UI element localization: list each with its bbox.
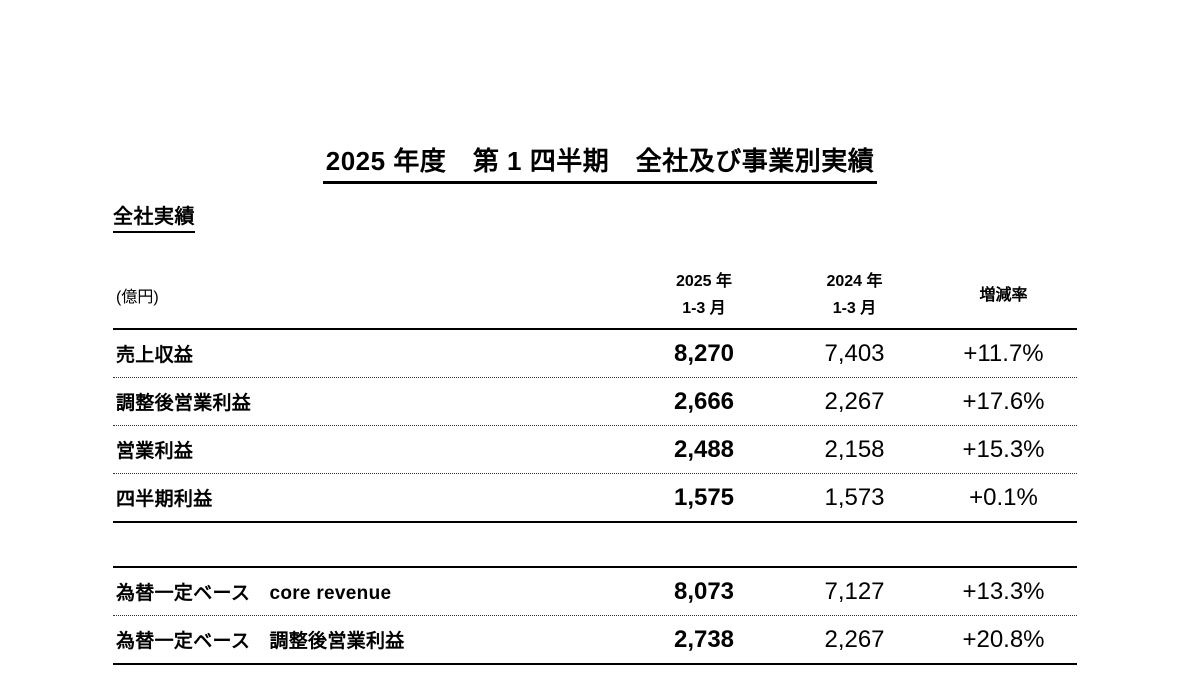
unit-label: (億円) xyxy=(116,289,159,306)
table-row: 為替一定ベース core revenue 8,073 7,127 +13.3% xyxy=(113,568,1077,616)
value-2024: 1,573 xyxy=(824,483,885,511)
column-header-line: 2025 年 xyxy=(675,273,733,290)
column-header-2024: 2024 年 1-3 月 xyxy=(779,268,930,322)
value-2024: 2,267 xyxy=(824,625,885,653)
value-2025: 8,073 xyxy=(673,577,735,605)
table-row: 為替一定ベース 調整後営業利益 2,738 2,267 +20.8% xyxy=(113,616,1077,665)
value-2024: 2,267 xyxy=(824,387,885,415)
change-rate: +11.7% xyxy=(963,339,1044,367)
page-title: 2025 年度 第 1 四半期 全社及び事業別実績 xyxy=(322,141,878,184)
column-header-line: 増減率 xyxy=(979,286,1028,304)
constant-currency-section: 為替一定ベース core revenue 8,073 7,127 +13.3% … xyxy=(113,566,1077,665)
title-container: 2025 年度 第 1 四半期 全社及び事業別実績 xyxy=(0,141,1200,184)
change-rate: +17.6% xyxy=(962,387,1045,415)
value-2025: 2,738 xyxy=(673,625,735,653)
change-rate: +20.8% xyxy=(962,625,1045,653)
value-2024: 7,403 xyxy=(824,339,885,367)
table-row: 四半期利益 1,575 1,573 +0.1% xyxy=(113,474,1077,523)
value-2025: 2,666 xyxy=(673,387,735,415)
column-header-line: 1-3 月 xyxy=(832,300,877,317)
row-label: 売上収益 xyxy=(116,345,194,366)
table-row: 調整後営業利益 2,666 2,267 +17.6% xyxy=(113,378,1077,426)
table-row: 売上収益 8,270 7,403 +11.7% xyxy=(113,330,1077,378)
section-gap xyxy=(113,523,1077,566)
row-label: 営業利益 xyxy=(116,441,194,462)
column-header-line: 1-3 月 xyxy=(682,300,726,317)
column-header-line: 2024 年 xyxy=(826,273,883,290)
change-rate: +0.1% xyxy=(969,483,1038,511)
results-table: (億円) 2025 年 1-3 月 2024 年 1-3 月 増減率 売上収益 … xyxy=(113,250,1077,665)
change-rate: +15.3% xyxy=(962,435,1045,463)
row-label: 為替一定ベース 調整後営業利益 xyxy=(116,631,405,652)
value-2025: 2,488 xyxy=(673,435,735,463)
row-label: 四半期利益 xyxy=(116,489,213,510)
section-heading-company-results: 全社実績 xyxy=(113,200,195,233)
value-2024: 2,158 xyxy=(824,435,885,463)
value-2025: 1,575 xyxy=(673,483,735,511)
row-label: 調整後営業利益 xyxy=(116,393,252,414)
row-label: 為替一定ベース core revenue xyxy=(116,583,392,604)
table-header-row: (億円) 2025 年 1-3 月 2024 年 1-3 月 増減率 xyxy=(113,250,1077,330)
change-rate: +13.3% xyxy=(962,577,1045,605)
column-header-2025: 2025 年 1-3 月 xyxy=(629,268,779,322)
table-row: 営業利益 2,488 2,158 +15.3% xyxy=(113,426,1077,474)
value-2024: 7,127 xyxy=(824,577,885,605)
column-header-change-rate: 増減率 xyxy=(930,282,1077,309)
value-2025: 8,270 xyxy=(673,339,735,367)
